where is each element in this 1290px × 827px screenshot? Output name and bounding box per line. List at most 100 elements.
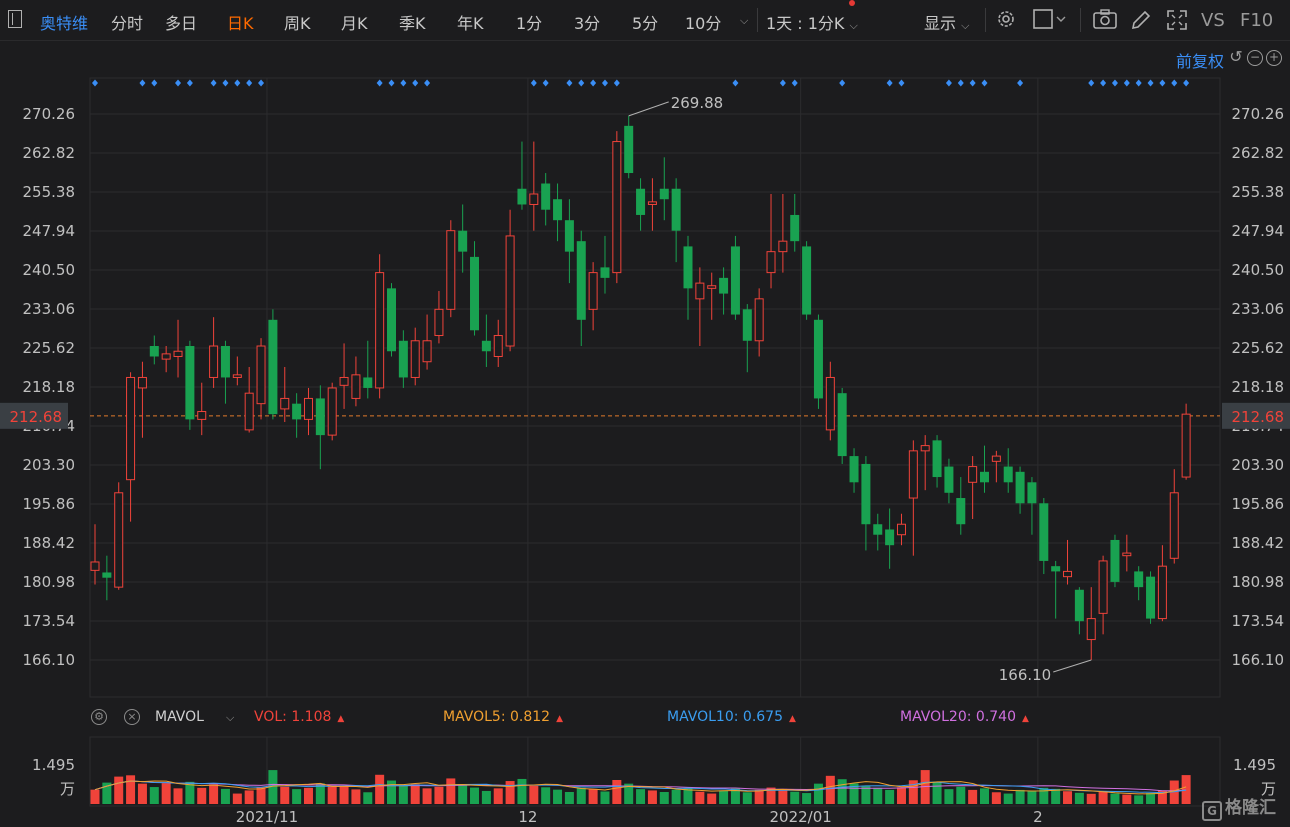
candle-body-up <box>588 272 598 310</box>
indicator-dropdown-chevron-icon[interactable]: ⌵ <box>226 711 235 724</box>
left-price-tick: 225.62 <box>23 339 76 357</box>
multi-period-select[interactable]: 1天 : 1分K ⌵ <box>766 10 858 34</box>
volume-bar <box>636 789 646 804</box>
candle-body-down <box>470 256 480 331</box>
signal-diamond-icon <box>151 79 158 87</box>
candle-body-down <box>885 529 895 546</box>
zoom-out-icon[interactable]: − <box>1247 50 1263 66</box>
volume-bar <box>980 788 989 804</box>
signal-diamond-icon <box>234 79 241 87</box>
tab-3min[interactable]: 3分 <box>574 14 601 33</box>
vol-label: VOL: <box>254 709 287 725</box>
candle-body-down <box>624 125 634 174</box>
right-price-tick: 173.54 <box>1232 612 1285 630</box>
mavol20-readout: MAVOL20: 0.740 ▲ <box>900 709 1029 725</box>
volume-bar <box>825 775 835 804</box>
volume-bar <box>470 787 480 804</box>
tab-quarterly-k[interactable]: 季K <box>399 14 426 33</box>
right-price-tick: 247.94 <box>1232 222 1285 240</box>
vs-compare-button[interactable]: VS <box>1201 10 1225 31</box>
brand-logo: G 格隆汇 <box>1202 793 1276 821</box>
candle-body-down <box>363 377 373 388</box>
x-axis-label: 12 <box>518 808 537 826</box>
volume-bar <box>576 787 586 804</box>
indicator-name[interactable]: MAVOL <box>155 709 204 725</box>
volume-bar <box>1146 793 1156 804</box>
signal-diamond-icon <box>175 79 182 87</box>
right-price-tick: 225.62 <box>1232 339 1285 357</box>
volume-bar <box>612 780 622 804</box>
volume-bar <box>564 792 574 804</box>
fullscreen-icon[interactable] <box>1166 9 1188 35</box>
volume-bar <box>956 786 966 804</box>
volume-bar <box>1098 792 1108 804</box>
separator <box>985 8 986 32</box>
zoom-in-icon[interactable]: + <box>1266 50 1282 66</box>
current-price-label-left: 212.68 <box>10 408 63 426</box>
volume-bar <box>1169 780 1179 804</box>
notification-dot <box>849 0 855 6</box>
volume-bar <box>137 783 147 804</box>
multi-period-label: 1天 : 1分K <box>766 14 845 33</box>
draw-pencil-icon[interactable] <box>1130 9 1152 35</box>
right-price-tick: 195.86 <box>1232 495 1285 513</box>
volume-bar <box>351 789 361 804</box>
stock-name[interactable]: 奥特维 <box>40 14 89 33</box>
tab-intraday[interactable]: 分时 <box>111 14 144 33</box>
volume-bar <box>220 788 230 804</box>
signal-diamond-icon <box>957 79 964 87</box>
volume-bar <box>837 779 847 804</box>
separator <box>1080 8 1081 32</box>
signal-diamond-icon <box>566 79 573 87</box>
signal-diamond-icon <box>222 79 229 87</box>
volume-bar <box>280 786 290 804</box>
signal-diamond-icon <box>886 79 893 87</box>
tab-5min[interactable]: 5分 <box>632 14 659 33</box>
candle-body-down <box>802 246 812 315</box>
volume-bar <box>1086 793 1096 804</box>
volume-bar <box>968 789 978 804</box>
tab-daily-k[interactable]: 日K <box>227 14 254 33</box>
volume-bars: 1.495 万 1.495 万 <box>32 756 1276 804</box>
adjust-type-label[interactable]: 前复权 <box>1175 52 1224 71</box>
mavol5-label: MAVOL5: <box>443 709 506 725</box>
tab-weekly-k[interactable]: 周K <box>284 14 311 33</box>
signal-diamond-icon <box>779 79 786 87</box>
candle-body-down <box>149 346 159 357</box>
indicator-settings-icon[interactable]: ⚙ <box>91 709 107 725</box>
tab-multi-day[interactable]: 多日 <box>165 14 198 33</box>
candle-body-down <box>458 230 468 252</box>
candle-body-up <box>1181 413 1191 478</box>
mavol20-label: MAVOL20: <box>900 709 972 725</box>
f10-button[interactable]: F10 <box>1240 10 1274 31</box>
signal-diamond-icon <box>1183 79 1190 87</box>
camera-icon[interactable] <box>1093 9 1117 33</box>
candle-body-up <box>209 345 219 378</box>
volume-bar <box>790 791 800 804</box>
volume-bar <box>185 781 195 804</box>
candle-body-down <box>1039 503 1049 561</box>
right-price-tick: 218.18 <box>1232 378 1285 396</box>
tab-yearly-k[interactable]: 年K <box>457 14 484 33</box>
tab-monthly-k[interactable]: 月K <box>341 14 368 33</box>
layout-select-icon[interactable] <box>1033 9 1067 33</box>
display-menu[interactable]: 显示 ⌵ <box>924 10 969 34</box>
mavol5-value: 0.812 <box>510 709 551 725</box>
candle-body-up <box>991 455 1001 462</box>
candle-body-down <box>398 340 408 378</box>
left-price-tick: 188.42 <box>23 534 76 552</box>
volume-bar <box>481 790 491 804</box>
volume-bar <box>920 770 930 804</box>
separator <box>757 8 758 32</box>
tab-1min[interactable]: 1分 <box>516 14 543 33</box>
panel-toggle-icon[interactable] <box>8 10 22 28</box>
signal-diamond-icon <box>1135 79 1142 87</box>
tab-10min[interactable]: 10分 <box>685 14 722 33</box>
indicator-close-icon[interactable]: × <box>124 709 140 725</box>
candle-body-up <box>778 240 788 253</box>
reset-arrow-icon[interactable]: ↺ <box>1229 47 1243 66</box>
settings-gear-icon[interactable] <box>995 8 1017 34</box>
more-periods-chevron-icon[interactable]: ⌵ <box>740 14 749 27</box>
volume-bar <box>1074 792 1084 804</box>
